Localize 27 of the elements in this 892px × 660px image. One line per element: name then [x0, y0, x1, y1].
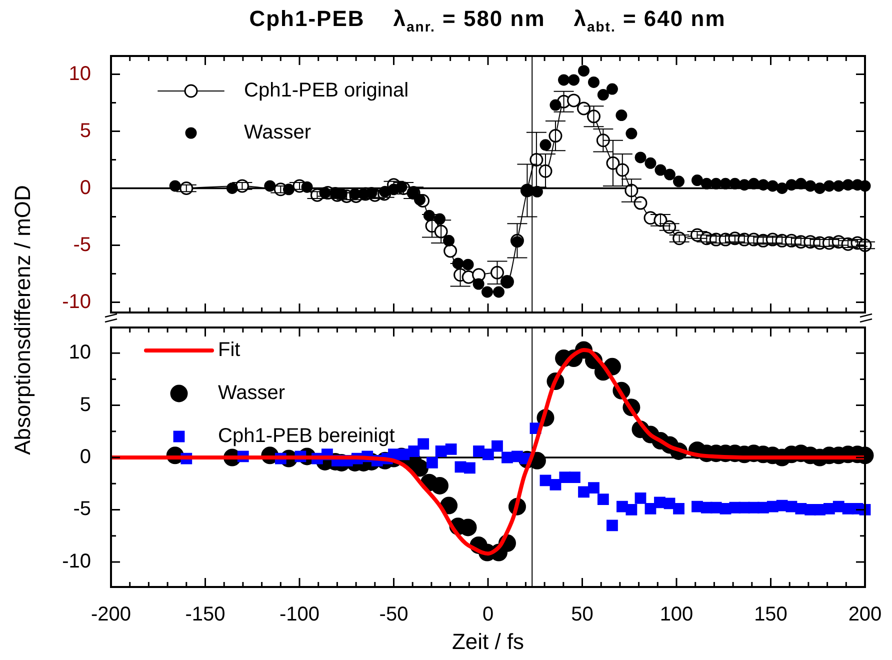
y-tick-label: 0 — [80, 176, 91, 199]
legend-label: Fit — [218, 339, 241, 362]
x-tick-label: 50 — [571, 604, 594, 626]
y-tick-label: -5 — [73, 234, 91, 256]
x-tick-label: -50 — [379, 604, 408, 626]
x-tick-label: 0 — [482, 604, 494, 626]
chart-title: Cph1-PEB λ$_{anr.}$ = 580 nm λ$_{abt.}$ = 640 nm — [248, 6, 727, 34]
x-tick-label: 200 — [848, 604, 882, 626]
y-tick-label: -5 — [73, 498, 91, 520]
x-tick-label: -200 — [90, 604, 132, 626]
y-axis-title: Absorptionsdifferenz / mOD — [10, 184, 36, 457]
y-tick-label: 10 — [68, 62, 91, 85]
y-tick-label: -10 — [62, 290, 91, 313]
y-tick-label: 0 — [80, 446, 91, 468]
x-axis-title: Zeit / fs — [452, 628, 524, 654]
y-tick-label: 5 — [80, 394, 91, 416]
y-tick-label: 5 — [80, 120, 91, 142]
x-tick-label: 150 — [754, 604, 788, 626]
legend-label: Wasser — [244, 122, 312, 144]
legend-label: Cph1-PEB original — [244, 80, 409, 102]
x-tick-label: -150 — [185, 604, 226, 626]
y-tick-label: -10 — [62, 550, 91, 572]
x-tick-label: 100 — [660, 604, 694, 626]
legend-label: Cph1-PEB bereinigt — [218, 425, 396, 448]
y-tick-label: 10 — [68, 342, 91, 364]
legend-label: Wasser — [218, 382, 286, 404]
x-tick-label: -100 — [279, 604, 320, 626]
